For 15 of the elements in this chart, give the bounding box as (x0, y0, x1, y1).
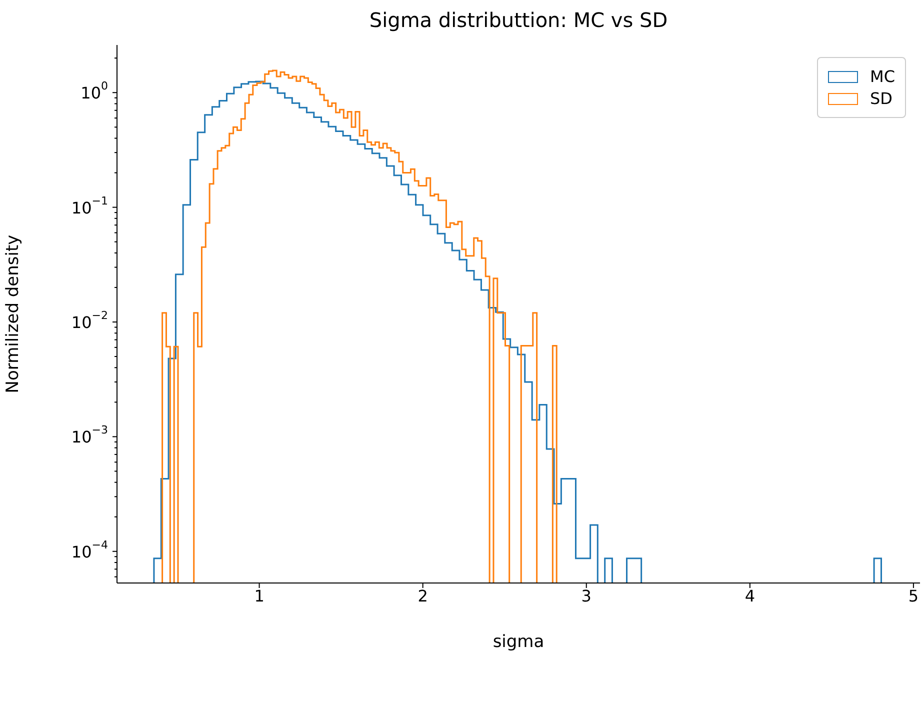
x-tick-label: 4 (744, 586, 756, 606)
x-tick-label: 5 (908, 586, 919, 606)
y-tick-label: 10$^{−4}$ (71, 538, 108, 561)
chart-title: Sigma distributtion: MC vs SD (369, 8, 668, 32)
y-tick-label: 10$^{−3}$ (71, 424, 108, 446)
legend-label: SD (870, 89, 892, 108)
y-tick-label: 10$^{−2}$ (71, 308, 108, 332)
x-axis-title: sigma (492, 632, 544, 652)
x-tick-label: 1 (254, 586, 264, 606)
y-tick-label: 10$^{0}$ (80, 80, 108, 102)
y-axis-title: Normilized density (3, 234, 24, 394)
legend-label: MC (870, 67, 895, 86)
x-tick-label: 2 (418, 586, 428, 606)
y-tick-label: 10$^{−1}$ (71, 194, 108, 217)
x-tick-label: 3 (581, 586, 592, 606)
